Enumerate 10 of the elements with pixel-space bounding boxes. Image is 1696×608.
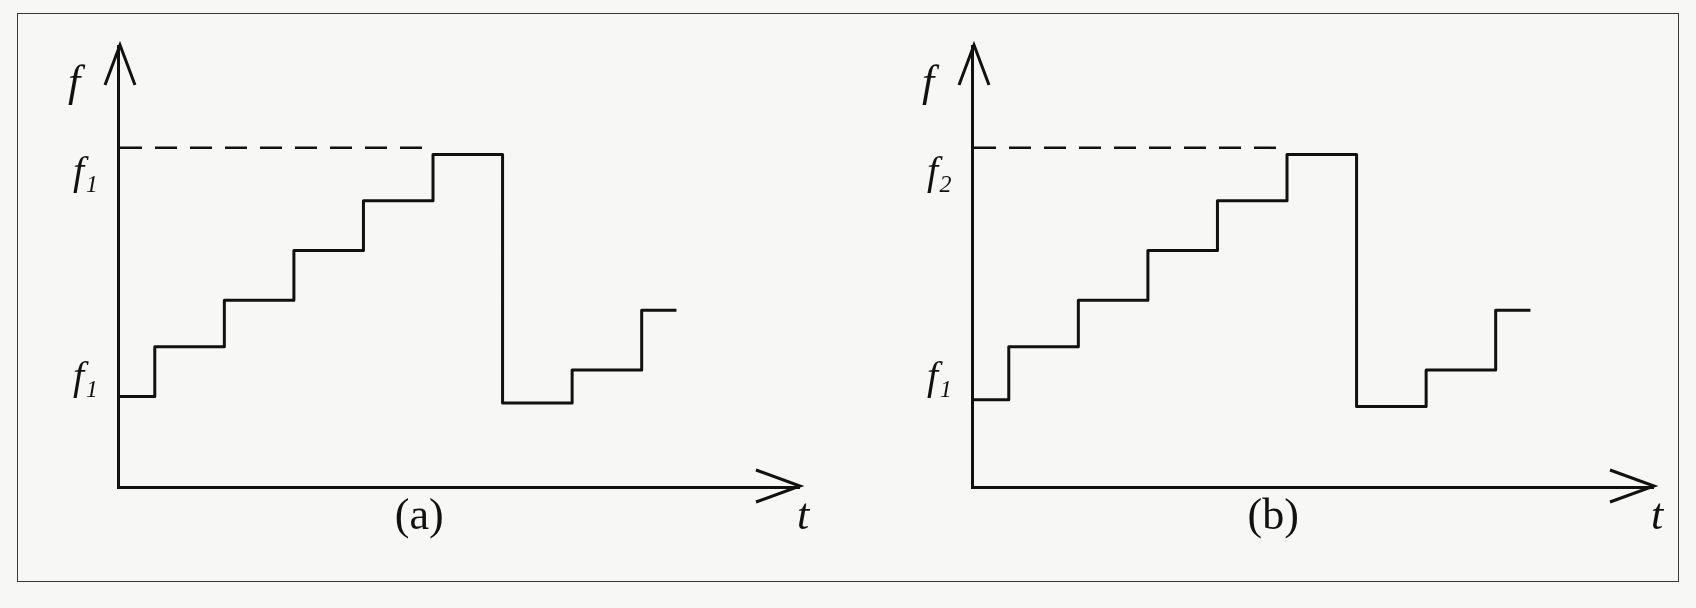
y-axis-title: f	[68, 57, 86, 106]
annotation: f₁	[73, 353, 99, 398]
annotation: f₁	[927, 353, 953, 398]
annotation: f₂	[927, 148, 953, 193]
y-axis-title: f	[922, 57, 940, 106]
text: (b)	[1247, 490, 1299, 540]
text: (a)	[394, 490, 444, 540]
x-axis-title: t	[797, 490, 811, 539]
x-axis-title: t	[1651, 490, 1665, 539]
annotation: f₁	[73, 148, 99, 193]
